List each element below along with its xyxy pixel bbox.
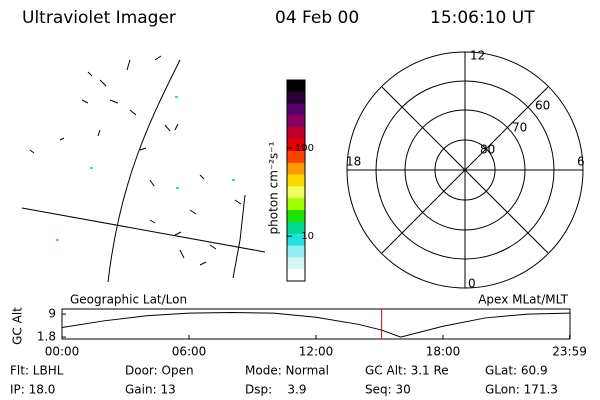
color-step: [287, 127, 305, 140]
colorbar-frame: [286, 79, 306, 282]
color-step: [287, 210, 305, 223]
color-step: [287, 186, 305, 199]
title: Ultraviolet Imager: [22, 8, 176, 28]
bright-pixels: [56, 96, 235, 241]
time: 15:06:10 UT: [430, 8, 535, 28]
mlt-label: 18: [346, 155, 361, 169]
mlt-label: 6: [577, 155, 585, 169]
mlt-label: 0: [468, 277, 476, 291]
polar-plot: 12 18 6 0 60 70 80: [346, 49, 585, 291]
color-step: [287, 245, 305, 258]
colorbar-label: photon cm⁻²s⁻¹: [267, 141, 281, 234]
color-step: [287, 162, 305, 176]
mlt-label: 12: [470, 49, 485, 63]
color-step: [287, 198, 305, 211]
grid-curve: [107, 59, 181, 283]
x-tick-label: 00:00: [45, 345, 80, 359]
status-field: GLat: 60.9: [485, 364, 548, 378]
color-step: [287, 150, 305, 164]
date: 04 Feb 00: [275, 8, 359, 28]
status-field: GLon: 171.3: [485, 383, 558, 397]
status-field: Flt: LBHL: [10, 364, 64, 378]
color-step: [287, 103, 305, 116]
orbit-y-label: GC Alt: [11, 307, 25, 345]
image-panel: [21, 55, 266, 283]
color-step: [287, 91, 305, 105]
lat-label: 80: [480, 143, 495, 157]
status-field: Gain: 13: [125, 383, 176, 397]
spokes: [347, 52, 583, 288]
color-step: [287, 115, 305, 128]
footer: Flt: LBHL Door: Open Mode: Normal GC Alt: 3…: [10, 364, 558, 397]
scatter-strokes: [29, 55, 242, 266]
orbit-frame: [61, 308, 571, 340]
color-step: [287, 257, 305, 270]
orbit-right-label: Apex MLat/MLT: [478, 293, 568, 307]
orbit-left-label: Geographic Lat/Lon: [70, 293, 187, 307]
status-field: Seq: 30: [365, 383, 411, 397]
orbit-plot: 1.8 9 00:00 06:00 12:00 18:00 23:59: [37, 307, 587, 359]
color-step: [287, 233, 305, 247]
x-tick-label: 06:00: [172, 345, 207, 359]
colorbar: 10 100: [286, 79, 314, 282]
colorbar-tick-label: 100: [295, 143, 314, 154]
lat-label: 60: [535, 99, 550, 113]
colorbar-tick-label: 10: [301, 231, 314, 242]
grid-curve: [232, 194, 246, 279]
status-field: Door: Open: [125, 364, 194, 378]
y-tick-label: 9: [48, 307, 56, 321]
color-step: [287, 174, 305, 187]
status-field: GC Alt: 3.1 Re: [365, 364, 449, 378]
grid-curve: [21, 207, 266, 253]
color-step: [287, 221, 305, 235]
y-tick-label: 1.8: [37, 330, 56, 344]
status-field: IP: 18.0: [10, 383, 55, 397]
x-tick-label: 12:00: [299, 345, 334, 359]
lat-label: 70: [512, 121, 527, 135]
color-step: [287, 269, 305, 282]
status-field: Dsp: 3.9: [245, 383, 307, 397]
orbit-curve: [61, 312, 570, 338]
color-step: [287, 80, 305, 93]
status-field: Mode: Normal: [245, 364, 329, 378]
x-tick-label: 23:59: [552, 345, 587, 359]
x-tick-label: 18:00: [426, 345, 461, 359]
